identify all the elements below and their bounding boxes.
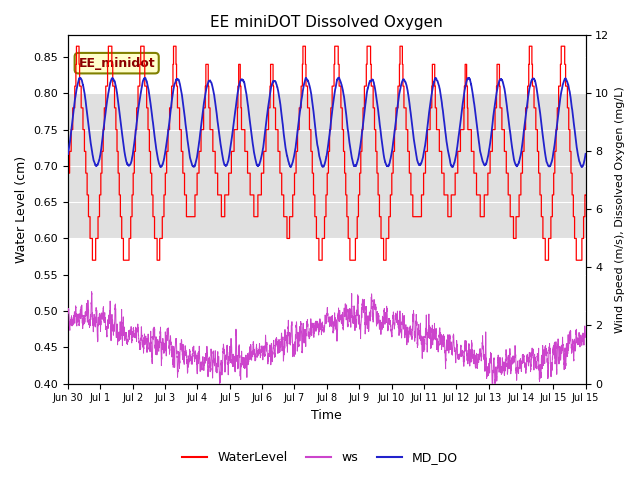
Y-axis label: Wind Speed (m/s), Dissolved Oxygen (mg/L): Wind Speed (m/s), Dissolved Oxygen (mg/L… — [615, 86, 625, 333]
Bar — [68, 94, 586, 239]
X-axis label: Time: Time — [312, 409, 342, 422]
Y-axis label: Water Level (cm): Water Level (cm) — [15, 156, 28, 263]
Text: EE_minidot: EE_minidot — [78, 57, 155, 70]
Title: EE miniDOT Dissolved Oxygen: EE miniDOT Dissolved Oxygen — [211, 15, 443, 30]
Legend: WaterLevel, ws, MD_DO: WaterLevel, ws, MD_DO — [177, 446, 463, 469]
